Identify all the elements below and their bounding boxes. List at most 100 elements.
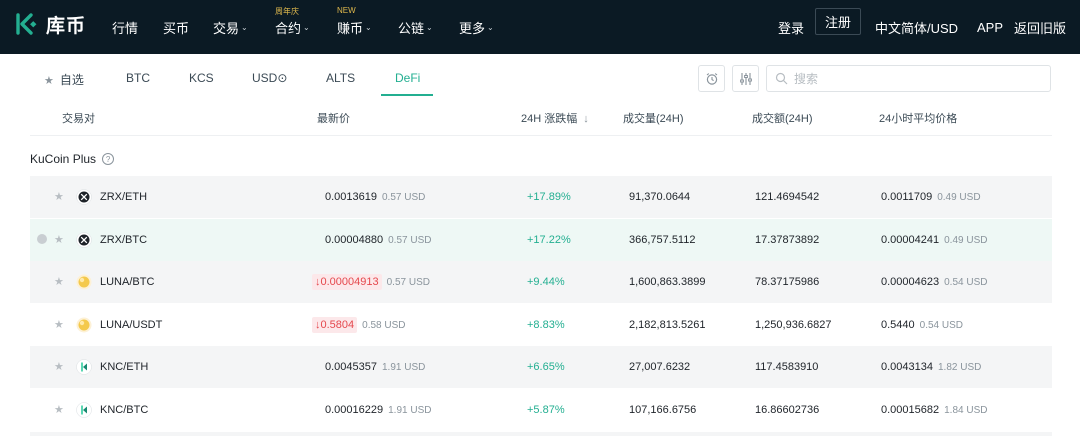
- arrow-down-icon: ↓: [315, 319, 321, 331]
- last-price: ↓0.00004913 0.57 USD: [312, 261, 430, 303]
- chevron-down-icon: ⌄: [487, 22, 494, 32]
- nav-item-earn[interactable]: NEW 赚币 ⌄: [337, 0, 372, 54]
- last-price: 0.00016229 1.91 USD: [325, 389, 431, 431]
- price-usd: 1.91 USD: [382, 361, 426, 373]
- help-circle-icon[interactable]: ?: [102, 153, 115, 165]
- star-icon[interactable]: ★: [54, 191, 64, 203]
- star-icon[interactable]: ★: [54, 361, 64, 373]
- header-24h-change[interactable]: 24H 涨跌幅 ↓: [521, 110, 589, 126]
- price-down-chip: ↓0.00004913: [312, 274, 382, 290]
- star-icon[interactable]: ★: [54, 404, 64, 416]
- turnover-24h: 121.4694542: [755, 191, 820, 203]
- last-price: 0.00004880 0.57 USD: [325, 219, 431, 261]
- price-alert-button[interactable]: [698, 65, 725, 92]
- nav-item-futures[interactable]: 周年庆 合约 ⌄: [275, 0, 310, 54]
- tab-kcs[interactable]: KCS: [189, 71, 214, 85]
- star-icon[interactable]: ★: [54, 319, 64, 331]
- search-icon: [775, 72, 788, 85]
- table-row[interactable]: ★ LUNA/BTC ↓0.00004913 0.57 USD +9.44% 1,…: [30, 261, 1052, 303]
- last-price: ↓0.5804 0.58 USD: [312, 304, 406, 346]
- avg-price-24h: 0.0011709 0.49 USD: [881, 176, 981, 218]
- nav-item-market[interactable]: 行情: [112, 0, 138, 54]
- star-icon[interactable]: ★: [54, 276, 64, 288]
- avg-usd: 0.54 USD: [919, 319, 964, 331]
- avg-value: 0.0043134: [881, 361, 933, 373]
- star-icon[interactable]: ★: [54, 234, 64, 246]
- header-avg-price[interactable]: 24小时平均价格: [879, 113, 958, 125]
- nav-item-more[interactable]: 更多 ⌄: [459, 0, 494, 54]
- volume-24h: 366,757.5112: [629, 234, 696, 246]
- old-version-link[interactable]: 返回旧版: [1014, 20, 1067, 36]
- price-value: 0.0013619: [325, 191, 377, 203]
- avg-usd: 0.54 USD: [944, 276, 988, 288]
- header-volume[interactable]: 成交量(24H): [623, 113, 684, 125]
- nav-item-label: 合约: [275, 20, 302, 36]
- logo-text: 库币: [46, 15, 87, 37]
- nav-item-label: 赚币: [337, 20, 364, 36]
- tab-favorites[interactable]: ★ 自选: [44, 71, 84, 88]
- zrx-coin-icon: [76, 189, 92, 205]
- tab-alts[interactable]: ALTS: [326, 71, 356, 85]
- alert-bell-icon[interactable]: [37, 234, 47, 244]
- avg-price-24h: 0.00004623 0.54 USD: [881, 261, 987, 303]
- tab-defi[interactable]: DeFi: [395, 71, 421, 85]
- next-row-partial: [30, 432, 1052, 436]
- avg-price-24h: 0.00004241 0.49 USD: [881, 219, 987, 261]
- login-link[interactable]: 登录: [778, 20, 805, 36]
- avg-value: 0.00004623: [881, 276, 940, 288]
- market-tabs: ★ 自选 BTC KCS USD⊙ ALTS DeFi: [0, 54, 1080, 102]
- table-header: 交易对 最新价 24H 涨跌幅 ↓ 成交量(24H) 成交额(24H) 24小时平…: [30, 102, 1052, 136]
- luna-coin-icon: [76, 317, 92, 333]
- pair-name: LUNA/BTC: [100, 276, 155, 288]
- price-usd: 0.57 USD: [386, 276, 430, 288]
- top-navigation-bar: 库币 行情 买币 交易 ⌄ 周年庆 合约 ⌄ NEW 赚币 ⌄ 公链 ⌄ 更多 ⌄ 登录 注册…: [0, 0, 1080, 54]
- header-turnover[interactable]: 成交额(24H): [752, 113, 813, 125]
- change-24h: +17.89%: [527, 191, 571, 203]
- header-last-price[interactable]: 最新价: [317, 113, 350, 125]
- tab-usd[interactable]: USD⊙: [252, 71, 288, 85]
- app-download-link[interactable]: APP: [977, 19, 1004, 35]
- filter-settings-button[interactable]: [732, 65, 759, 92]
- zrx-coin-icon: [76, 232, 92, 248]
- table-row[interactable]: ★ KNC/BTC 0.00016229 1.91 USD +5.87% 107,…: [30, 389, 1052, 431]
- chevron-down-icon: ⌄: [241, 22, 248, 32]
- turnover-24h: 78.37175986: [755, 276, 820, 288]
- nav-item-label: 更多: [459, 20, 486, 36]
- volume-24h: 91,370.0644: [629, 191, 691, 203]
- register-button[interactable]: 注册: [815, 8, 861, 35]
- pair-name: ZRX/BTC: [100, 234, 148, 246]
- kucoin-logo[interactable]: 库币: [14, 9, 86, 39]
- price-down-chip: ↓0.5804: [312, 317, 358, 333]
- table-row[interactable]: ★ ZRX/BTC 0.00004880 0.57 USD +17.22% 366…: [30, 219, 1052, 261]
- table-row[interactable]: ★ LUNA/USDT ↓0.5804 0.58 USD +8.83% 2,182…: [30, 304, 1052, 346]
- table-row[interactable]: ★ KNC/ETH 0.0045357 1.91 USD +6.65% 27,00…: [30, 346, 1052, 388]
- turnover-24h: 1,250,936.6827: [755, 319, 832, 331]
- header-pair[interactable]: 交易对: [62, 113, 95, 125]
- nav-item-buy-crypto[interactable]: 买币: [163, 0, 189, 54]
- luna-coin-icon: [76, 274, 92, 290]
- tab-btc[interactable]: BTC: [126, 71, 150, 85]
- price-value: 0.5804: [320, 319, 355, 331]
- nav-item-label: 公链: [398, 20, 425, 36]
- price-usd: 0.57 USD: [388, 234, 432, 246]
- volume-24h: 1,600,863.3899: [629, 276, 706, 288]
- avg-value: 0.0011709: [881, 191, 933, 203]
- language-currency-selector[interactable]: 中文简体/USD: [875, 20, 959, 36]
- knc-coin-icon: [76, 359, 92, 375]
- avg-usd: 0.49 USD: [944, 234, 988, 246]
- avg-usd: 1.84 USD: [944, 404, 988, 416]
- arrow-down-icon: ↓: [315, 276, 321, 288]
- nav-badge-new: NEW: [337, 6, 356, 15]
- pair-name: ZRX/ETH: [100, 191, 148, 203]
- knc-coin-icon: [76, 402, 92, 418]
- tab-label: 自选: [59, 73, 84, 87]
- chevron-down-icon: ⌄: [303, 22, 310, 32]
- nav-item-trade[interactable]: 交易 ⌄: [213, 0, 248, 54]
- table-row[interactable]: ★ ZRX/ETH 0.0013619 0.57 USD +17.89% 91,3…: [30, 176, 1052, 218]
- avg-price-24h: 0.00015682 1.84 USD: [881, 389, 987, 431]
- search-input[interactable]: [794, 71, 1034, 86]
- nav-item-label: 买币: [163, 20, 190, 36]
- nav-item-chain[interactable]: 公链 ⌄: [398, 0, 433, 54]
- pair-name: KNC/BTC: [100, 404, 149, 416]
- search-box[interactable]: [766, 65, 1051, 92]
